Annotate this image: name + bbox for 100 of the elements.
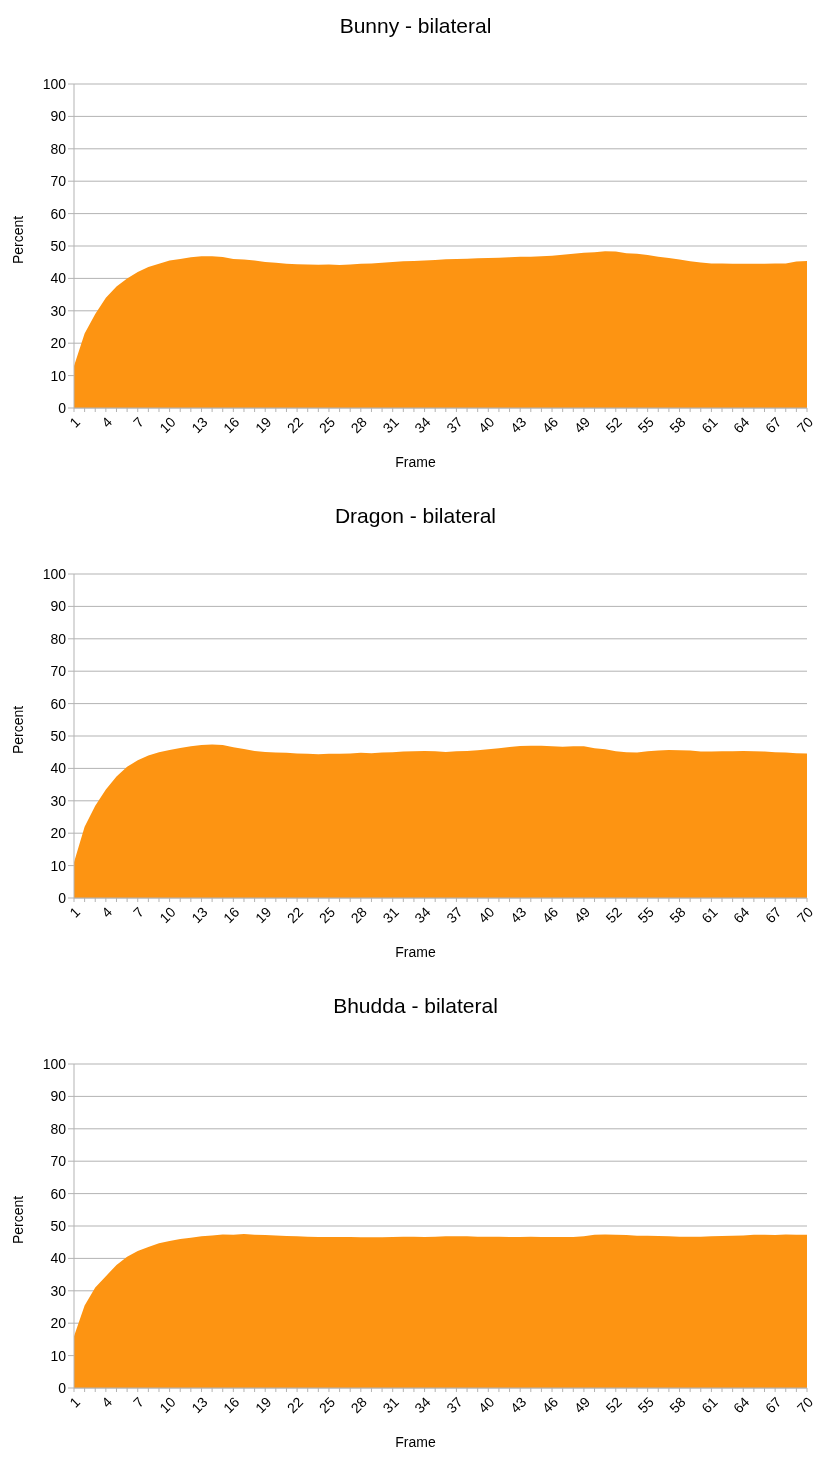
x-tick-label: 31 [379,1393,402,1417]
y-tick-label: 60 [50,1185,67,1202]
x-tick-label: 58 [666,903,689,927]
x-tick-label: 25 [315,413,339,437]
x-tick-label: 49 [570,413,594,437]
x-axis-title: Frame [394,454,437,470]
x-axis-title: Frame [394,1434,437,1450]
x-tick-label: 43 [506,1393,530,1417]
x-tick-label: 70 [793,903,817,927]
x-tick-label: 52 [602,1393,626,1417]
x-tick-label: 4 [98,413,116,431]
x-tick-label: 70 [793,413,817,437]
x-tick-label: 61 [698,1393,721,1417]
x-tick-label: 49 [570,903,594,927]
y-tick-label: 0 [58,399,67,416]
y-axis-title: Percent [10,1195,26,1244]
y-tick-label: 70 [50,663,67,680]
x-tick-label: 28 [347,413,371,437]
chart-title: Dragon - bilateral [333,503,498,529]
chart-title: Bhudda - bilateral [332,993,499,1019]
y-tick-label: 80 [50,140,67,157]
x-tick-label: 70 [793,1393,817,1417]
y-tick-label: 30 [50,792,67,809]
x-tick-label: 13 [188,413,211,437]
y-tick-label: 80 [50,1120,67,1137]
y-tick-label: 100 [42,75,67,92]
y-tick-label: 10 [50,857,67,874]
x-tick-label: 16 [220,903,243,927]
x-tick-label: 52 [602,903,626,927]
x-tick-label: 22 [283,1393,307,1417]
x-tick-label: 31 [379,413,402,437]
y-tick-label: 0 [58,889,67,906]
y-tick-label: 50 [50,727,67,744]
x-tick-label: 4 [98,903,116,921]
x-tick-label: 37 [443,1393,466,1417]
x-tick-label: 46 [538,1393,562,1417]
y-tick-label: 100 [42,1055,67,1072]
x-tick-label: 40 [475,1393,498,1417]
x-tick-label: 7 [130,1393,148,1411]
y-tick-label: 60 [50,695,67,712]
x-tick-label: 43 [506,903,530,927]
chart-title: Bunny - bilateral [338,13,493,39]
x-tick-label: 1 [66,413,84,431]
x-tick-label: 64 [730,1393,753,1417]
y-tick-label: 20 [50,1315,67,1332]
x-tick-label: 25 [315,1393,339,1417]
y-tick-label: 40 [50,1250,67,1267]
y-tick-label: 80 [50,630,67,647]
y-tick-label: 50 [50,1217,67,1234]
x-tick-label: 19 [252,413,275,437]
x-tick-label: 58 [666,1393,689,1417]
x-tick-label: 34 [411,1393,434,1417]
x-tick-label: 7 [130,413,148,431]
x-tick-label: 22 [283,903,307,927]
y-tick-label: 70 [50,173,67,190]
x-tick-label: 64 [730,413,753,437]
x-tick-label: 1 [66,1393,84,1411]
x-tick-label: 10 [156,413,179,437]
x-tick-label: 37 [443,903,466,927]
x-tick-label: 1 [66,903,84,921]
x-tick-label: 19 [252,903,275,927]
x-tick-label: 19 [252,1393,275,1417]
x-tick-label: 28 [347,903,371,927]
x-tick-label: 67 [761,903,785,927]
x-tick-label: 13 [188,1393,211,1417]
x-tick-label: 61 [698,413,721,437]
x-tick-label: 34 [411,903,434,927]
x-tick-label: 52 [602,413,626,437]
x-axis-title: Frame [394,944,437,960]
y-axis-title: Percent [10,215,26,264]
x-tick-label: 25 [315,903,339,927]
x-tick-label: 67 [761,413,785,437]
x-tick-label: 49 [570,1393,594,1417]
x-tick-label: 61 [698,903,721,927]
y-tick-label: 10 [50,1347,67,1364]
y-tick-label: 90 [50,1088,67,1105]
x-tick-label: 64 [730,903,753,927]
y-tick-label: 20 [50,825,67,842]
y-tick-label: 40 [50,760,67,777]
x-tick-label: 13 [188,903,211,927]
x-tick-label: 31 [379,903,402,927]
x-tick-label: 22 [283,413,307,437]
x-tick-label: 10 [156,1393,179,1417]
x-tick-label: 43 [506,413,530,437]
x-tick-label: 46 [538,413,562,437]
y-tick-label: 100 [42,565,67,582]
y-tick-label: 50 [50,237,67,254]
x-tick-label: 37 [443,413,466,437]
x-tick-label: 34 [411,413,434,437]
y-tick-label: 30 [50,1282,67,1299]
y-tick-label: 40 [50,270,67,287]
y-tick-label: 90 [50,108,67,125]
x-tick-label: 16 [220,413,243,437]
x-tick-label: 40 [475,903,498,927]
x-tick-label: 7 [130,903,148,921]
x-tick-label: 55 [634,1393,657,1417]
x-tick-label: 28 [347,1393,371,1417]
x-tick-label: 10 [156,903,179,927]
x-tick-label: 46 [538,903,562,927]
x-tick-label: 55 [634,903,657,927]
